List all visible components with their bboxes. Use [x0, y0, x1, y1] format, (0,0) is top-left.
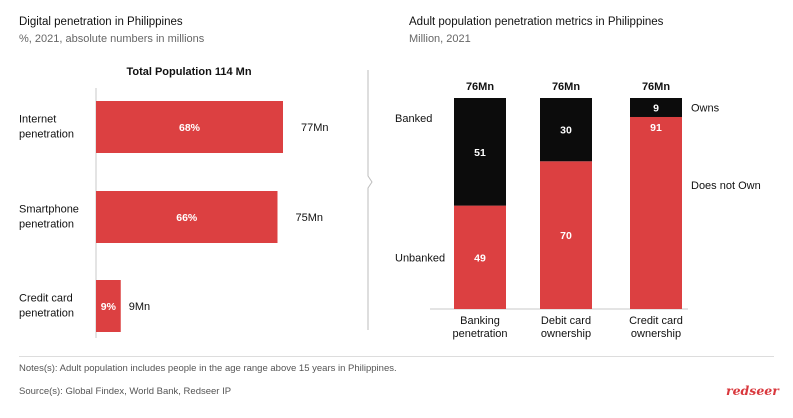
segment-red-2: [540, 161, 592, 309]
bar-value-label: 68%: [179, 122, 201, 134]
segment-red-label: 91: [650, 122, 662, 134]
bar-2: [96, 191, 278, 243]
series-label-unbanked: Unbanked: [395, 252, 445, 264]
bar-total-label: 76Mn: [642, 81, 670, 93]
bar-3: [96, 280, 121, 332]
series-label-owns: Owns: [691, 102, 720, 114]
bar-1: [96, 101, 283, 153]
bar-value-label: 9%: [101, 301, 117, 313]
left-chart-subtitle: %, 2021, absolute numbers in millions: [19, 33, 205, 45]
left-chart-title: Digital penetration in Philippines: [19, 16, 183, 28]
segment-black-label: 9: [653, 102, 659, 114]
bar-total-label: 76Mn: [552, 81, 580, 93]
total-population-label: Total Population 114 Mn: [126, 66, 252, 78]
segment-red-label: 49: [474, 252, 486, 264]
category-label: ownership: [631, 328, 681, 340]
penetration-bar-chart: Internet penetration 68% 77Mn Smartphone pene…: [19, 88, 329, 338]
category-label: penetration: [19, 219, 74, 231]
category-label: penetration: [452, 328, 507, 340]
category-label: Credit card: [629, 315, 683, 327]
panel-divider-brace: [367, 70, 373, 330]
redseer-logo: redseer: [726, 383, 779, 398]
segment-black-label: 51: [474, 147, 486, 159]
series-label-does-not-own: Does not Own: [691, 180, 761, 192]
category-label: penetration: [19, 129, 74, 141]
segment-red-label: 70: [560, 230, 572, 242]
footer-notes: Notes(s): Adult population includes peop…: [19, 363, 397, 374]
series-label-banked: Banked: [395, 113, 432, 125]
absolute-value-label: 75Mn: [296, 212, 324, 224]
category-label: Smartphone: [19, 204, 79, 216]
segment-black-1: [454, 98, 506, 206]
category-label: Credit card: [19, 293, 73, 305]
segment-black-2: [540, 98, 592, 162]
right-chart-subtitle: Million, 2021: [409, 33, 471, 45]
segment-black-label: 30: [560, 125, 572, 137]
category-label: Internet: [19, 114, 56, 126]
segment-red-3: [630, 116, 682, 309]
segment-red-1: [454, 205, 506, 309]
right-chart-title: Adult population penetration metrics in …: [409, 16, 664, 28]
absolute-value-label: 77Mn: [301, 122, 329, 134]
footer-divider: [19, 356, 774, 357]
bar-value-label: 66%: [176, 212, 198, 224]
absolute-value-label: 9Mn: [129, 301, 150, 313]
segment-black-3: [630, 98, 682, 117]
category-label: Debit card: [541, 315, 591, 327]
category-label: ownership: [541, 328, 591, 340]
bar-total-label: 76Mn: [466, 81, 494, 93]
category-label: penetration: [19, 308, 74, 320]
category-label: Banking: [460, 315, 500, 327]
footer-sources: Source(s): Global Findex, World Bank, Re…: [19, 386, 232, 397]
